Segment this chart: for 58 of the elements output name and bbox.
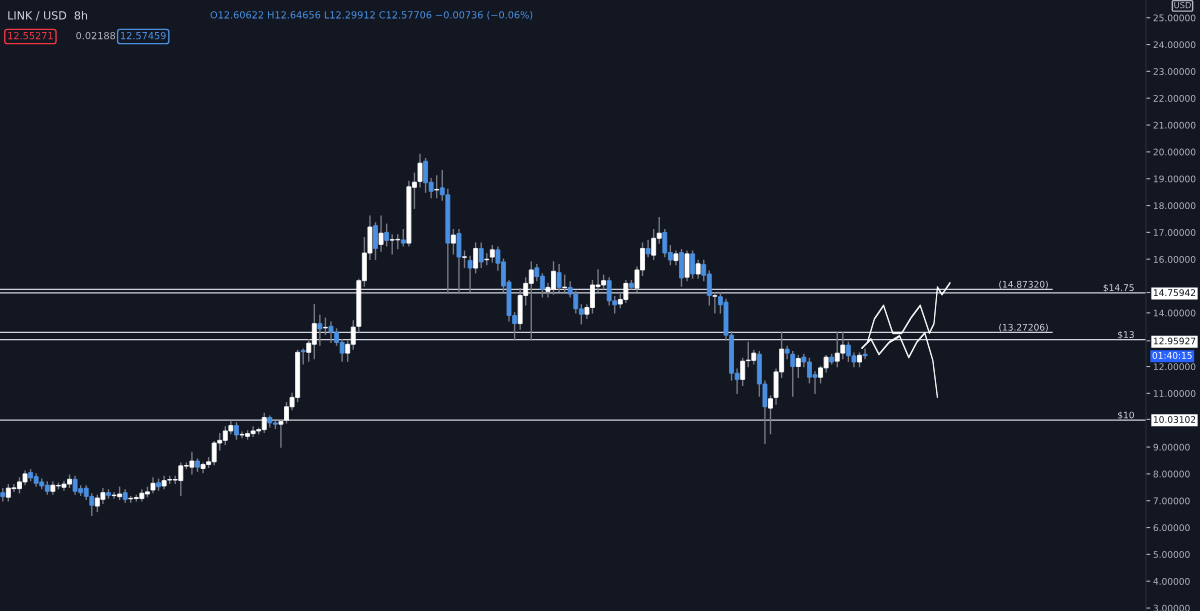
candlestick <box>417 153 423 188</box>
y-tick-label: 7.00000 <box>1153 497 1190 505</box>
y-tick-label: 23.00000 <box>1153 68 1196 75</box>
y-tick-label: 16.00000 <box>1153 255 1196 263</box>
candlestick <box>790 351 796 397</box>
candlestick <box>434 175 440 199</box>
annotation: 12.55271 <box>8 31 53 40</box>
y-tick-label: 17.00000 <box>1153 229 1196 236</box>
candlestick <box>690 250 696 279</box>
candlestick <box>645 239 651 258</box>
ref-line-label: (13.27206) <box>999 323 1048 332</box>
candlestick <box>300 348 306 365</box>
y-tick-label: 21.00000 <box>1153 121 1196 129</box>
candlestick <box>473 242 479 274</box>
candlestick <box>378 215 384 252</box>
y-tick-label: 24.00000 <box>1153 41 1196 49</box>
text: O12.60622 H12.64656 L12.29912 C12.57706 −0.00736 (−0.06%) <box>210 11 533 20</box>
y-tick-label: 9.00000 <box>1153 443 1190 451</box>
candlestick <box>684 250 690 282</box>
candlestick <box>456 229 462 294</box>
y-tick-label: 12.95927 <box>1153 337 1196 345</box>
y-tick-label: 20.00000 <box>1153 148 1196 156</box>
ref-line-label: $10 <box>1118 411 1134 420</box>
y-tick-label: 18.00000 <box>1153 202 1196 210</box>
y-tick-label: 10.03102 <box>1153 416 1196 423</box>
ref-line-label: $13 <box>1118 330 1134 340</box>
candlestick <box>278 419 284 448</box>
candlestick <box>317 314 323 346</box>
text: USD <box>1174 1 1191 9</box>
y-tick-label: 5.00000 <box>1153 551 1190 558</box>
candlestick <box>467 255 473 293</box>
annotation: 0.02188 <box>76 31 116 40</box>
candlestick <box>373 222 378 260</box>
y-tick-label: 14.75942 <box>1153 289 1196 297</box>
candlestick <box>795 355 801 378</box>
y-tick-label: 12.00000 <box>1153 363 1196 371</box>
y-tick-label: 22.00000 <box>1153 94 1196 102</box>
annotation: 12.57459 <box>121 31 166 40</box>
y-tick-label: 14.00000 <box>1153 309 1196 317</box>
y-tick-label: 25.00000 <box>1153 14 1196 22</box>
candlestick <box>768 395 773 435</box>
y-tick-label: 3.00000 <box>1153 604 1190 611</box>
text: LINK / USD 8h <box>8 11 88 21</box>
text: 01:40:15 <box>1152 352 1192 359</box>
candlestick <box>740 357 746 387</box>
candlestick <box>478 242 484 268</box>
candlestick <box>450 229 456 255</box>
candlestick <box>862 348 868 360</box>
y-tick-label: 6.00000 <box>1153 524 1190 532</box>
y-tick-label: 8.00000 <box>1153 470 1190 478</box>
ref-line-label: $14.75 <box>1103 284 1134 293</box>
candlestick <box>712 292 718 314</box>
ref-line-label: (14.87320) <box>999 280 1048 289</box>
y-tick-label: 11.00000 <box>1153 390 1196 397</box>
y-tick-label: 4.00000 <box>1153 577 1190 585</box>
y-tick-label: 19.00000 <box>1153 175 1196 183</box>
candlestick <box>384 223 390 247</box>
candlestick <box>556 263 562 293</box>
